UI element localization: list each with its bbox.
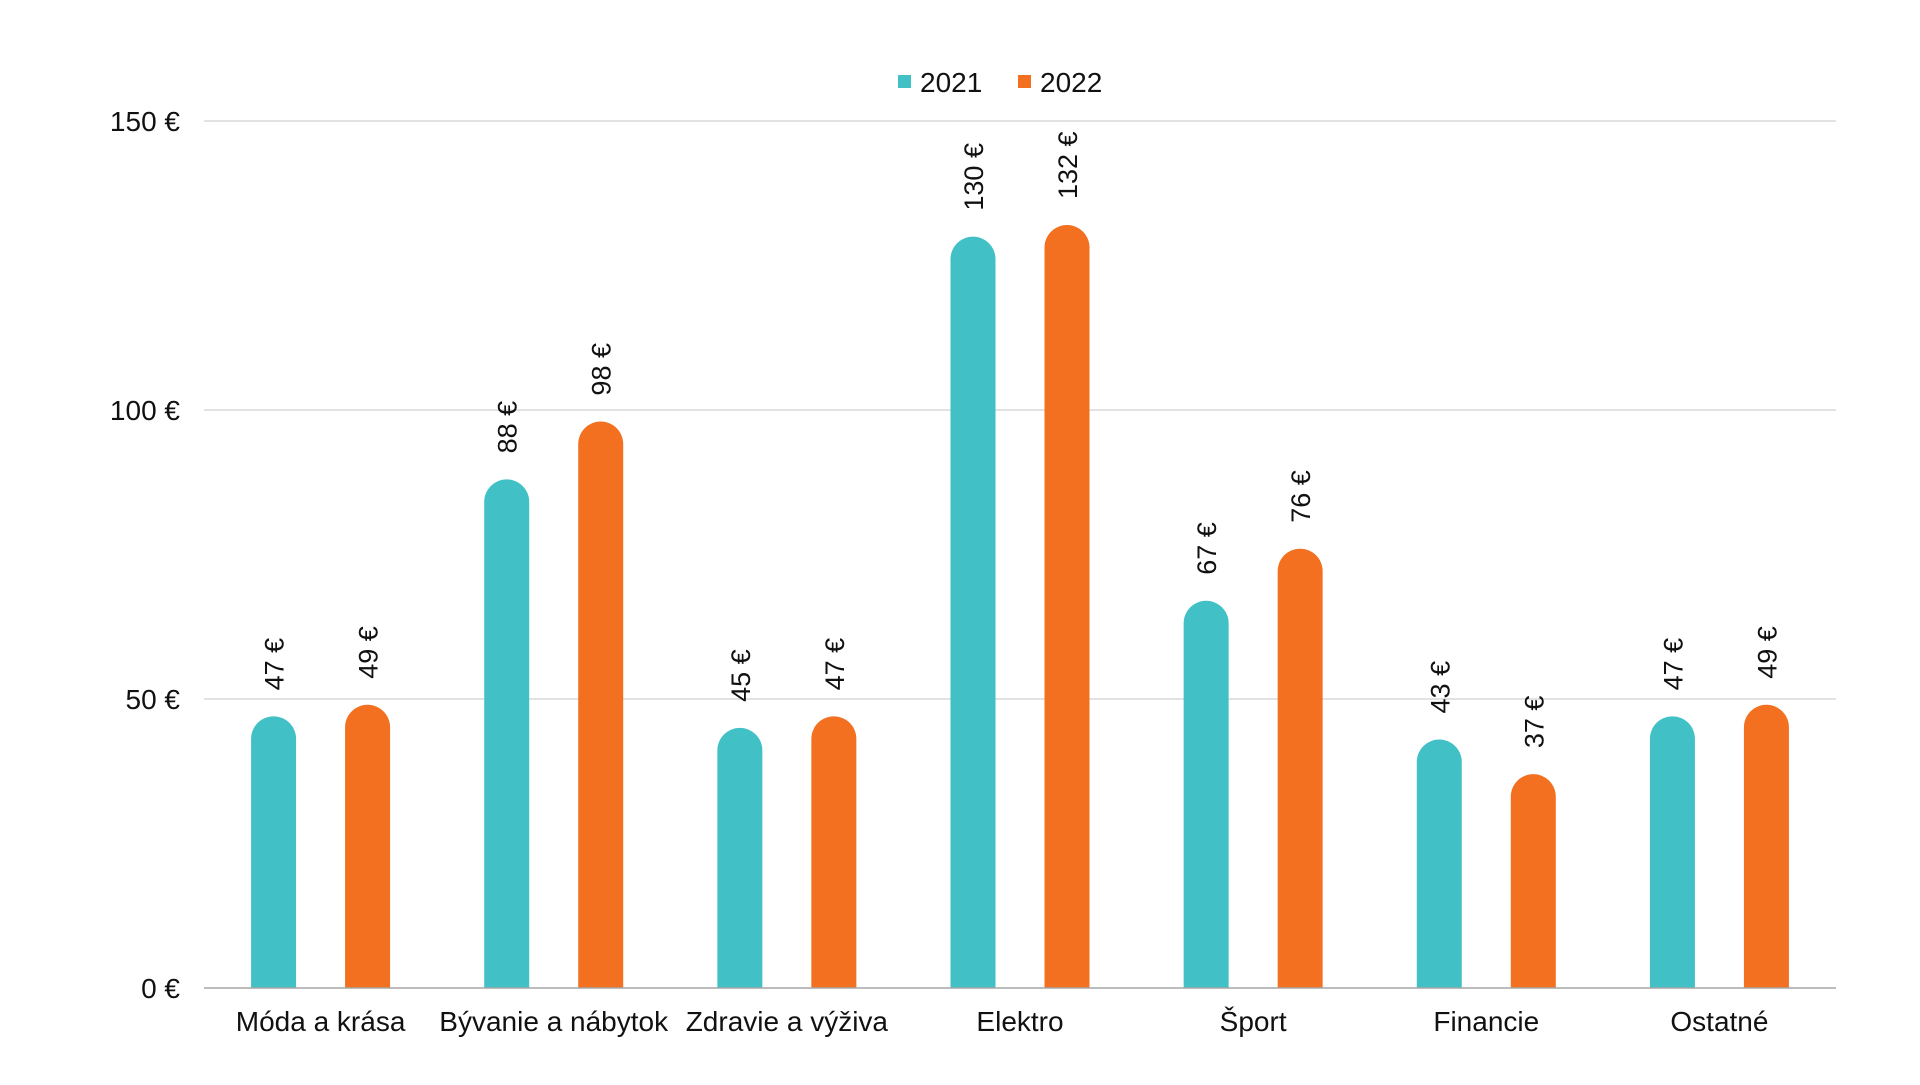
legend-item-2022[interactable]: 2022 <box>1018 67 1102 98</box>
y-tick-label: 150 € <box>110 106 180 137</box>
bar-2022-3[interactable] <box>1044 225 1090 989</box>
x-tick-label: Financie <box>1433 1006 1539 1037</box>
data-label-2021-1: 88 € <box>493 401 523 454</box>
data-label-2021-3: 130 € <box>959 143 989 211</box>
bar-2021-6[interactable] <box>1649 716 1695 988</box>
y-tick-label: 0 € <box>141 973 180 1004</box>
y-tick-label: 50 € <box>126 684 181 715</box>
data-label-2022-4: 76 € <box>1286 470 1316 523</box>
legend-item-2021[interactable]: 2021 <box>898 67 982 98</box>
legend-label: 2021 <box>920 67 982 98</box>
legend-swatch <box>1018 75 1031 88</box>
bar-2021-4[interactable] <box>1183 600 1229 988</box>
x-tick-label: Móda a krása <box>236 1006 406 1037</box>
bar-2021-1[interactable] <box>484 479 530 988</box>
bar-2021-5[interactable] <box>1416 739 1462 988</box>
x-tick-label: Šport <box>1220 1006 1287 1037</box>
data-label-2021-0: 47 € <box>260 638 290 691</box>
bar-2022-1[interactable] <box>578 421 624 988</box>
x-axis-ticks: Móda a krása Bývanie a nábytok Zdravie a v… <box>236 1006 1769 1037</box>
x-tick-label: Zdravie a výživa <box>686 1006 889 1037</box>
x-tick-label: Bývanie a nábytok <box>439 1006 669 1037</box>
data-label-2021-5: 43 € <box>1425 661 1455 714</box>
data-label-2022-6: 49 € <box>1752 626 1782 679</box>
x-tick-label: Ostatné <box>1670 1006 1768 1037</box>
legend-label: 2022 <box>1040 67 1102 98</box>
data-label-2022-3: 132 € <box>1053 131 1083 199</box>
data-label-2022-2: 47 € <box>820 638 850 691</box>
x-tick-label: Elektro <box>976 1006 1063 1037</box>
legend[interactable]: 2021 2022 <box>898 67 1102 98</box>
data-label-2021-2: 45 € <box>726 649 756 702</box>
bars <box>251 225 1789 989</box>
bar-2022-2[interactable] <box>811 716 857 988</box>
bar-2022-0[interactable] <box>345 704 391 988</box>
bar-2021-0[interactable] <box>251 716 297 988</box>
data-labels: 47 € 88 € 45 € 130 € 67 € 43 € 47 € 49 € 98 € 47 … <box>260 131 1783 748</box>
bar-2022-4[interactable] <box>1277 548 1323 988</box>
y-axis-ticks: 0 € 50 € 100 € 150 € <box>110 106 181 1004</box>
y-tick-label: 100 € <box>110 395 180 426</box>
bar-2021-2[interactable] <box>717 727 763 988</box>
data-label-2022-5: 37 € <box>1519 696 1549 749</box>
data-label-2021-6: 47 € <box>1658 638 1688 691</box>
bar-2022-6[interactable] <box>1743 704 1789 988</box>
data-label-2022-0: 49 € <box>354 626 384 679</box>
data-label-2022-1: 98 € <box>587 343 617 396</box>
bar-2022-5[interactable] <box>1510 774 1556 988</box>
data-label-2021-4: 67 € <box>1192 522 1222 575</box>
legend-swatch <box>898 75 911 88</box>
gridlines <box>204 120 1836 700</box>
bar-2021-3[interactable] <box>950 236 996 988</box>
